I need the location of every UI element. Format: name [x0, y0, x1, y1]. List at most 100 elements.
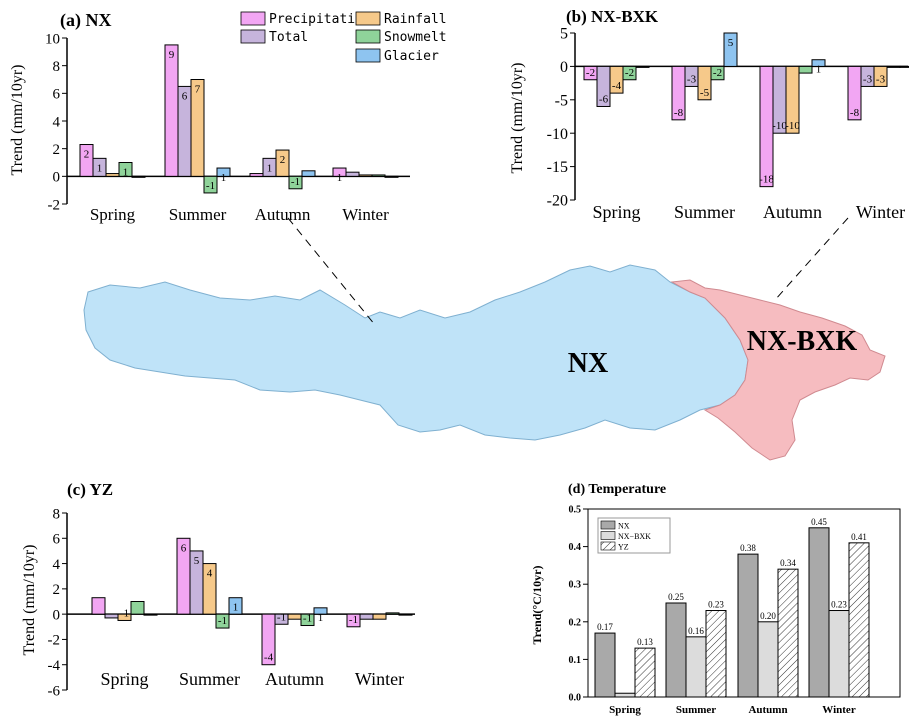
y-tick-label: 0	[53, 170, 61, 186]
bar-value-label: 0.16	[688, 626, 704, 636]
bar-rainfall	[372, 613, 387, 620]
legend-label-total: Total	[269, 30, 308, 45]
y-tick-label: 8	[53, 59, 61, 75]
bar-value-label: -1	[277, 611, 286, 623]
category-label: Summer	[179, 669, 240, 689]
leader-line-b	[774, 217, 849, 301]
bar-value-label: 5	[194, 555, 200, 567]
bar-glacier	[216, 167, 231, 177]
y-tick-label: -4	[48, 658, 61, 674]
bar-total	[92, 157, 107, 177]
y-tick-label: 8	[53, 506, 61, 522]
bar-snowmelt	[118, 162, 133, 177]
chart-title: (b) NX-BXK	[566, 7, 659, 26]
bar-value-label: 0.20	[760, 611, 776, 621]
bar-glacier	[811, 59, 826, 67]
bar-value-label: -1	[349, 614, 358, 626]
y-axis-label: Trend(°C/10yr)	[530, 565, 544, 644]
bar-value-label: -4	[264, 652, 274, 664]
bar-value-label: 0.23	[708, 600, 724, 610]
legend-swatch-temp_nxbxk	[600, 531, 616, 540]
basin-map: NX NX-BXK	[83, 217, 886, 461]
category-label: Winter	[822, 704, 856, 716]
bar-snowmelt	[203, 175, 218, 194]
bar-snowmelt	[215, 613, 230, 629]
bar-value-label: -3	[876, 73, 886, 85]
bar-glacier	[723, 32, 738, 67]
bar-snowmelt	[385, 612, 400, 615]
bar-glacier	[143, 613, 158, 616]
bar-precipitation	[261, 613, 276, 666]
bar-value-label: 0.17	[597, 622, 613, 632]
bar-value-label: -2	[586, 67, 595, 79]
bar-glacier	[384, 175, 399, 178]
bar-snowmelt	[710, 65, 725, 81]
bar-rainfall	[275, 149, 290, 177]
bar-precipitation	[249, 173, 264, 177]
legend-swatch-temp_yz	[600, 541, 616, 551]
category-label: Spring	[592, 202, 640, 222]
y-tick-label: 6	[53, 87, 61, 103]
chart-title: (a) NX	[60, 10, 112, 31]
y-tick-label: -6	[48, 683, 61, 699]
bar-value-label: -1	[291, 176, 300, 188]
bar-value-label: -1	[120, 607, 129, 619]
bar-rainfall	[105, 173, 120, 177]
bar-value-label: -3	[863, 73, 873, 85]
nx-region	[83, 264, 749, 441]
bar-glacier	[301, 170, 316, 177]
y-tick-label: -2	[48, 197, 61, 213]
bar-glacier	[131, 175, 146, 178]
bar-value-label: -1	[303, 613, 312, 625]
bar-temp_yz	[848, 542, 870, 698]
bar-temp_nxbxk	[757, 621, 779, 698]
chart-c: -6 -4 -2 0 2 4 6 8 (c) YZ Trend (mm/10yr) -1 Spring…	[21, 480, 415, 699]
bar-value-label: 1	[337, 172, 343, 184]
chart-d: 0.0 0.1 0.2 0.3 0.4 0.5 (d) Temperature Trend(°…	[530, 482, 901, 716]
y-axis-label: Trend (mm/10yr)	[509, 63, 526, 174]
water-balance-legend: Precipitation Total Rainfall Snowmelt Glacie…	[240, 11, 447, 64]
bar-temp_nx	[737, 553, 759, 698]
y-tick-label: 0.5	[569, 505, 582, 516]
bar-glacier	[313, 607, 328, 615]
bar-rainfall	[190, 79, 205, 177]
bar-glacier	[899, 65, 909, 68]
bar-value-label: 0.13	[637, 637, 653, 647]
y-axis-label: Trend (mm/10yr)	[9, 65, 26, 176]
nxbxk-region	[670, 279, 886, 461]
nxbxk-map-label: NX-BXK	[747, 326, 858, 357]
bar-precipitation	[91, 597, 106, 615]
bar-value-label: 1	[267, 162, 273, 174]
y-tick-label: 5	[560, 26, 568, 43]
category-label: Autumn	[748, 704, 787, 716]
bar-glacier	[398, 613, 413, 616]
bar-value-label: 1	[221, 172, 227, 184]
y-tick-label: 0.2	[569, 617, 582, 628]
category-label: Spring	[90, 205, 136, 224]
category-label: Summer	[674, 202, 735, 222]
y-tick-label: 6	[53, 532, 61, 548]
legend-label: NX−BXK	[618, 532, 651, 541]
y-tick-label: 0.1	[569, 655, 582, 666]
bar-total	[345, 171, 360, 177]
bar-temp_nxbxk	[685, 636, 707, 698]
bar-glacier	[635, 65, 650, 68]
bar-snowmelt	[288, 175, 303, 190]
bar-value-label: -5	[700, 87, 710, 99]
legend-label-precipitation: Precipitation	[269, 12, 371, 27]
category-label: Summer	[169, 205, 227, 224]
bar-value-label: -8	[850, 107, 860, 119]
bar-precipitation	[759, 65, 774, 188]
bar-temp_nxbxk	[614, 692, 636, 698]
bar-snowmelt	[798, 65, 813, 74]
legend-swatch-snowmelt	[355, 29, 381, 44]
y-tick-label: 10	[45, 31, 60, 47]
bar-precipitation	[164, 44, 179, 177]
legend-swatch-temp_nx	[600, 520, 616, 530]
y-tick-label: -20	[547, 193, 568, 210]
bar-snowmelt	[886, 65, 901, 68]
bar-value-label: 0.34	[780, 558, 796, 568]
y-axis-label: Trend (mm/10yr)	[21, 545, 38, 656]
